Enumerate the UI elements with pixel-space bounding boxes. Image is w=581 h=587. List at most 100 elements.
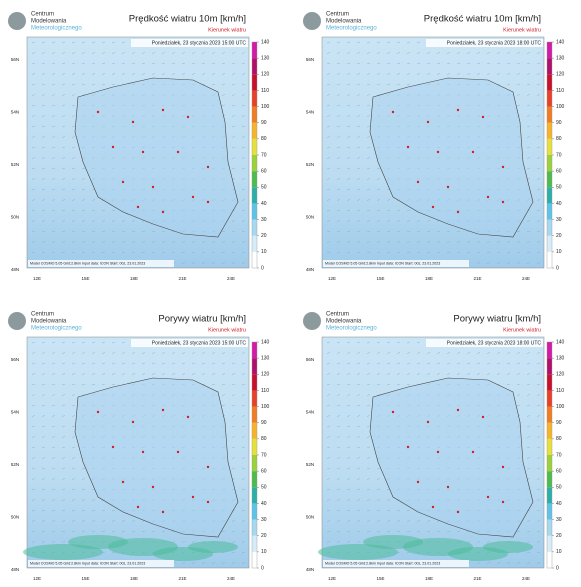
wind-arrow	[526, 52, 531, 54]
wind-arrow	[366, 178, 371, 180]
wind-arrow	[51, 530, 56, 533]
wind-arrow	[536, 436, 541, 438]
wind-arrow	[346, 383, 351, 386]
wind-arrow	[51, 352, 56, 354]
colorbar-label: 120	[556, 372, 565, 378]
wind-arrow	[366, 415, 371, 417]
wind-arrow	[51, 157, 56, 159]
wind-arrow	[31, 62, 36, 65]
wind-arrow	[211, 352, 216, 354]
wind-arrow	[51, 520, 56, 522]
colorbar-label: 100	[556, 404, 565, 410]
wind-arrow	[111, 530, 116, 533]
wind-arrow	[336, 146, 341, 149]
wind-arrow	[241, 73, 246, 75]
wind-arrow	[41, 488, 46, 491]
colorbar-swatch	[252, 503, 257, 520]
wind-arrow	[31, 230, 36, 233]
wind-arrow	[486, 262, 491, 264]
wind-arrow	[41, 425, 46, 428]
wind-arrow	[476, 352, 481, 354]
wind-arrow	[241, 541, 246, 543]
wind-arrow	[536, 209, 541, 212]
wind-arrow	[336, 541, 341, 543]
wind-arrow	[81, 188, 86, 191]
wind-arrow	[241, 488, 246, 491]
wind-arrow	[71, 52, 76, 54]
wind-arrow	[111, 362, 116, 365]
wind-arrow	[446, 530, 451, 533]
wind-arrow	[446, 251, 451, 254]
wind-arrow	[536, 230, 541, 233]
wind-arrow	[151, 352, 156, 354]
wind-arrow	[91, 373, 96, 375]
wind-arrow	[231, 520, 236, 522]
date-box	[131, 339, 248, 347]
wind-arrow	[51, 136, 56, 138]
wind-arrow	[436, 62, 441, 65]
wind-arrow	[231, 125, 236, 128]
wind-arrow	[376, 241, 381, 243]
wind-arrow	[211, 362, 216, 365]
wind-arrow	[526, 94, 531, 96]
colorbar-swatch	[252, 487, 257, 504]
wind-arrow	[51, 52, 56, 54]
forecast-date: Poniedziałek, 23 stycznia 2023 18:00 UTC	[447, 40, 542, 46]
wind-arrow	[506, 362, 511, 365]
wind-arrow	[31, 394, 36, 396]
wind-arrow	[81, 209, 86, 212]
logo-text: Centrum	[31, 312, 54, 318]
wind-arrow	[366, 188, 371, 191]
wind-arrow	[41, 520, 46, 522]
wind-arrow	[241, 551, 246, 554]
wind-arrow	[61, 157, 66, 159]
wind-arrow	[41, 394, 46, 396]
date-box	[131, 39, 248, 47]
wind-arrow	[366, 136, 371, 138]
wind-arrow	[326, 146, 331, 149]
wind-arrow	[231, 104, 236, 107]
wind-arrow	[326, 136, 331, 138]
wind-arrow	[71, 125, 76, 128]
colorbar-label: 30	[556, 217, 562, 223]
colorbar-label: 20	[556, 233, 562, 239]
city-dot	[131, 120, 135, 124]
wind-arrow	[356, 146, 361, 149]
colorbar-swatch	[547, 374, 552, 391]
wind-arrow	[201, 352, 206, 354]
wind-arrow	[131, 530, 136, 533]
wind-arrow	[486, 241, 491, 243]
wind-arrow	[436, 52, 441, 54]
wind-arrow	[506, 62, 511, 65]
colorbar-label: 0	[556, 265, 559, 271]
wind-arrow	[366, 499, 371, 501]
wind-arrow	[426, 251, 431, 254]
wind-arrow	[476, 562, 481, 564]
colorbar-label: 60	[261, 468, 267, 474]
wind-arrow	[71, 115, 76, 117]
footer-box	[28, 560, 174, 567]
wind-arrow	[61, 530, 66, 533]
wind-arrow	[526, 241, 531, 243]
wind-arrow	[241, 457, 246, 459]
colorbar-label: 10	[556, 549, 562, 555]
wind-arrow	[526, 457, 531, 459]
wind-arrow	[346, 541, 351, 543]
wind-arrow	[336, 73, 341, 75]
wind-arrow	[346, 146, 351, 149]
wind-arrow	[406, 530, 411, 533]
colorbar-label: 0	[261, 565, 264, 571]
wind-arrow	[396, 62, 401, 65]
colorbar-label: 0	[261, 265, 264, 271]
wind-arrow	[191, 541, 196, 543]
city-dot	[391, 110, 395, 114]
wind-arrow	[376, 62, 381, 65]
wind-arrow	[101, 209, 106, 212]
wind-arrow	[231, 220, 236, 222]
wind-arrow	[386, 530, 391, 533]
logo-text: Meteorologicznego	[31, 26, 82, 32]
wind-arrow	[101, 373, 106, 375]
colorbar-label: 50	[261, 485, 267, 491]
logo-text: Centrum	[326, 312, 349, 318]
wind-arrow	[536, 551, 541, 554]
